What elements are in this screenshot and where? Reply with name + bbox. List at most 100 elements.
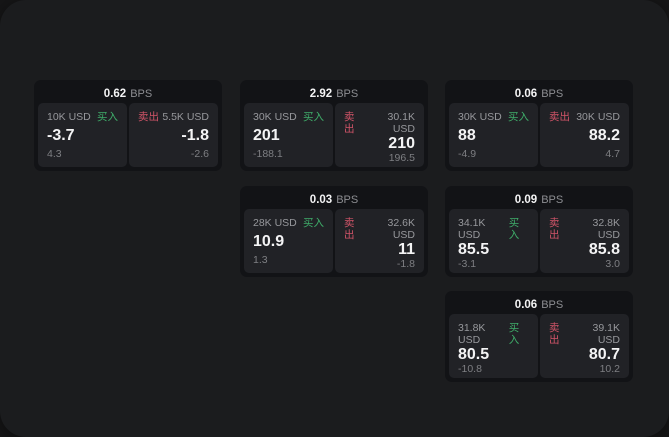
- buy-price: 201: [253, 127, 280, 144]
- sell-quote-panel[interactable]: 卖出 32.8K USD 85.8 3.0: [540, 209, 629, 273]
- bps-unit-label: BPS: [541, 298, 564, 311]
- sell-sub-value: 10.2: [599, 363, 620, 375]
- buy-sub-value: 4.3: [47, 148, 62, 160]
- sell-price: 11: [398, 241, 415, 258]
- buy-size: 34.1K USD: [458, 217, 486, 241]
- buy-price: 80.5: [458, 346, 490, 363]
- card-header: 0.03 BPS: [244, 190, 424, 209]
- sell-side-label: 卖出: [549, 217, 560, 241]
- bps-value: 0.62: [103, 87, 127, 100]
- sell-top-row: 卖出 39.1K USD: [549, 322, 620, 346]
- buy-price: 85.5: [458, 241, 490, 258]
- sell-quote-panel[interactable]: 卖出 30.1K USD 210 196.5: [335, 103, 424, 167]
- bps-unit-label: BPS: [541, 193, 564, 206]
- sell-price: 88.2: [588, 127, 620, 144]
- buy-sub-value: -3.1: [458, 258, 477, 270]
- sell-top-row: 卖出 32.6K USD: [344, 217, 415, 241]
- sell-size: 30K USD: [576, 111, 620, 123]
- buy-size: 30K USD: [458, 111, 502, 123]
- sell-price: -1.8: [181, 127, 209, 144]
- buy-side-label: 买入: [303, 111, 324, 123]
- sell-price: 80.7: [588, 346, 620, 363]
- buy-side-label: 买入: [97, 111, 118, 123]
- buy-top-row: 10K USD 买入: [47, 111, 118, 123]
- buy-size: 30K USD: [253, 111, 297, 123]
- card-body: 30K USD 买入 201 -188.1 卖出 30.1K USD 210 1…: [244, 103, 424, 167]
- sell-side-label: 卖出: [344, 111, 355, 135]
- sell-size: 30.1K USD: [387, 111, 415, 135]
- sell-top-row: 卖出 5.5K USD: [138, 111, 209, 123]
- buy-price: -3.7: [47, 127, 75, 144]
- sell-sub-value: -2.6: [190, 148, 209, 160]
- buy-quote-panel[interactable]: 31.8K USD 买入 80.5 -10.8: [449, 314, 538, 378]
- sell-size: 32.6K USD: [387, 217, 415, 241]
- card-body: 30K USD 买入 88 -4.9 卖出 30K USD 88.2 4.7: [449, 103, 629, 167]
- buy-side-label: 买入: [508, 217, 520, 241]
- card-body: 34.1K USD 买入 85.5 -3.1 卖出 32.8K USD 85.8…: [449, 209, 629, 273]
- buy-side-label: 买入: [508, 111, 529, 123]
- bps-value: 0.06: [514, 87, 538, 100]
- buy-quote-panel[interactable]: 28K USD 买入 10.9 1.3: [244, 209, 333, 273]
- sell-sub-value: 4.7: [605, 148, 620, 160]
- buy-sub-value: -188.1: [253, 148, 283, 160]
- buy-size: 31.8K USD: [458, 322, 486, 346]
- sell-sub-value: -1.8: [396, 258, 415, 270]
- buy-sub-value: -4.9: [458, 148, 477, 160]
- bps-value: 0.06: [514, 298, 538, 311]
- buy-quote-panel[interactable]: 34.1K USD 买入 85.5 -3.1: [449, 209, 538, 273]
- bps-unit-label: BPS: [130, 87, 153, 100]
- card-header: 0.62 BPS: [38, 84, 218, 103]
- sell-top-row: 卖出 32.8K USD: [549, 217, 620, 241]
- card-header: 0.06 BPS: [449, 295, 629, 314]
- buy-sub-value: 1.3: [253, 254, 268, 266]
- sell-side-label: 卖出: [549, 322, 560, 346]
- buy-top-row: 30K USD 买入: [458, 111, 529, 123]
- bps-unit-label: BPS: [336, 87, 359, 100]
- buy-size: 28K USD: [253, 217, 297, 229]
- quote-card: 0.62 BPS 10K USD 买入 -3.7 4.3 卖出 5.5K USD…: [34, 80, 222, 171]
- buy-quote-panel[interactable]: 30K USD 买入 88 -4.9: [449, 103, 538, 167]
- bps-value: 0.03: [309, 193, 333, 206]
- sell-side-label: 卖出: [138, 111, 159, 123]
- sell-quote-panel[interactable]: 卖出 32.6K USD 11 -1.8: [335, 209, 424, 273]
- bps-unit-label: BPS: [541, 87, 564, 100]
- sell-top-row: 卖出 30K USD: [549, 111, 620, 123]
- sell-sub-value: 3.0: [605, 258, 620, 270]
- card-body: 10K USD 买入 -3.7 4.3 卖出 5.5K USD -1.8 -2.…: [38, 103, 218, 167]
- card-header: 2.92 BPS: [244, 84, 424, 103]
- buy-side-label: 买入: [303, 217, 324, 229]
- card-header: 0.06 BPS: [449, 84, 629, 103]
- quote-card: 0.09 BPS 34.1K USD 买入 85.5 -3.1 卖出 32.8K…: [445, 186, 633, 277]
- sell-price: 85.8: [588, 241, 620, 258]
- buy-top-row: 30K USD 买入: [253, 111, 324, 123]
- buy-quote-panel[interactable]: 30K USD 买入 201 -188.1: [244, 103, 333, 167]
- sell-quote-panel[interactable]: 卖出 5.5K USD -1.8 -2.6: [129, 103, 218, 167]
- buy-top-row: 34.1K USD 买入: [458, 217, 529, 241]
- sell-size: 32.8K USD: [592, 217, 620, 241]
- bps-value: 2.92: [309, 87, 333, 100]
- buy-quote-panel[interactable]: 10K USD 买入 -3.7 4.3: [38, 103, 127, 167]
- buy-top-row: 28K USD 买入: [253, 217, 324, 229]
- quote-card: 0.06 BPS 30K USD 买入 88 -4.9 卖出 30K USD 8…: [445, 80, 633, 171]
- card-body: 28K USD 买入 10.9 1.3 卖出 32.6K USD 11 -1.8: [244, 209, 424, 273]
- buy-top-row: 31.8K USD 买入: [458, 322, 529, 346]
- sell-size: 39.1K USD: [592, 322, 620, 346]
- sell-price: 210: [388, 135, 415, 152]
- sell-quote-panel[interactable]: 卖出 30K USD 88.2 4.7: [540, 103, 629, 167]
- sell-sub-value: 196.5: [388, 152, 415, 164]
- quote-card: 0.06 BPS 31.8K USD 买入 80.5 -10.8 卖出 39.1…: [445, 291, 633, 382]
- buy-size: 10K USD: [47, 111, 91, 123]
- bps-unit-label: BPS: [336, 193, 359, 206]
- buy-price: 10.9: [253, 233, 285, 250]
- buy-sub-value: -10.8: [458, 363, 482, 375]
- sell-side-label: 卖出: [549, 111, 570, 123]
- sell-quote-panel[interactable]: 卖出 39.1K USD 80.7 10.2: [540, 314, 629, 378]
- sell-top-row: 卖出 30.1K USD: [344, 111, 415, 135]
- buy-side-label: 买入: [508, 322, 520, 346]
- sell-size: 5.5K USD: [162, 111, 209, 123]
- quote-card: 0.03 BPS 28K USD 买入 10.9 1.3 卖出 32.6K US…: [240, 186, 428, 277]
- quote-card: 2.92 BPS 30K USD 买入 201 -188.1 卖出 30.1K …: [240, 80, 428, 171]
- buy-price: 88: [458, 127, 476, 144]
